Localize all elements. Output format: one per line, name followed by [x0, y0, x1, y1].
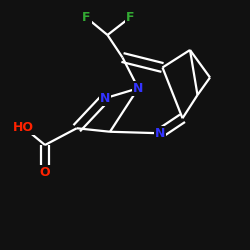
Text: N: N [133, 82, 143, 95]
Text: F: F [82, 11, 90, 24]
Text: F: F [126, 11, 134, 24]
Text: N: N [155, 127, 165, 140]
Text: HO: HO [13, 121, 34, 134]
Text: O: O [40, 166, 50, 179]
Text: N: N [100, 92, 110, 105]
